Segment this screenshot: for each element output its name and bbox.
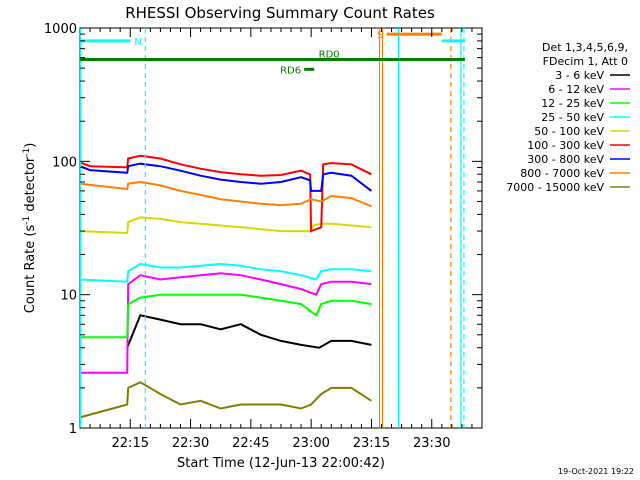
y-tick-label-1: 10 <box>60 289 77 304</box>
annotation-group: N S RD0 RD6 <box>79 28 465 428</box>
legend-entry-label-5: 100 - 300 keV <box>527 139 604 152</box>
chart-title: RHESSI Observing Summary Count Rates <box>125 4 435 22</box>
flag-label-0: N <box>134 37 141 48</box>
series-line-3 <box>79 262 372 283</box>
series-line-6 <box>79 162 373 192</box>
legend-entry-label-6: 300 - 800 keV <box>527 153 604 166</box>
series-line-4 <box>79 216 372 235</box>
y-axis-label-sup1: -1 <box>22 216 32 225</box>
series-group <box>79 154 373 419</box>
x-tick-label-2: 22:45 <box>232 436 269 451</box>
legend-entry-label-0: 3 - 6 keV <box>555 69 604 82</box>
x-tick-label-0: 22:15 <box>112 436 149 451</box>
series-line-8 <box>79 381 372 419</box>
legend: Det 1,3,4,5,6,9, FDecim 1, Att 0 3 - 6 k… <box>506 41 630 194</box>
flag-label-4: RD6 <box>280 65 301 76</box>
flag-label-1: S <box>377 30 383 41</box>
series-line-0 <box>126 314 372 349</box>
legend-entry-label-1: 6 - 12 keV <box>548 83 604 96</box>
y-tick-label-0: 1 <box>69 422 77 437</box>
y-axis-label: Count Rate (s-1 detector-1) <box>22 143 38 314</box>
y-axis-label-sup2: -1 <box>22 148 32 157</box>
x-axis-ticks: 22:15 22:30 22:45 23:00 23:15 23:30 <box>89 28 473 451</box>
legend-header-line-2: FDecim 1, Att 0 <box>543 55 628 68</box>
y-axis-label-main: Count Rate (s <box>23 225 38 314</box>
series-line-2 <box>80 293 372 339</box>
y-axis-label-mid: detector <box>23 156 38 216</box>
footer-timestamp: 19-Oct-2021 19:22 <box>558 467 634 476</box>
x-tick-label-5: 23:30 <box>413 436 450 451</box>
y-tick-label-2: 100 <box>52 155 77 170</box>
series-line-7 <box>79 180 372 208</box>
y-tick-label-3: 1000 <box>44 22 77 37</box>
series-line-1 <box>80 272 372 374</box>
x-axis-label: Start Time (12-Jun-13 22:00:42) <box>177 456 385 471</box>
plot-frame <box>79 27 483 429</box>
legend-entry-label-8: 7000 - 15000 keV <box>506 181 604 194</box>
series-line-5 <box>79 154 372 233</box>
y-axis-label-end: ) <box>23 143 38 148</box>
legend-header-line-1: Det 1,3,4,5,6,9, <box>542 41 628 54</box>
legend-entry-label-2: 12 - 25 keV <box>541 97 604 110</box>
legend-entry-label-7: 800 - 7000 keV <box>520 167 604 180</box>
legend-entry-label-3: 25 - 50 keV <box>541 111 604 124</box>
x-tick-label-1: 22:30 <box>172 436 209 451</box>
x-tick-label-3: 23:00 <box>292 436 329 451</box>
x-tick-label-4: 23:15 <box>353 436 390 451</box>
legend-entry-label-4: 50 - 100 keV <box>534 125 604 138</box>
flag-label-3: RD0 <box>319 50 340 61</box>
y-axis-ticks: 1 10 100 1000 <box>44 22 482 437</box>
